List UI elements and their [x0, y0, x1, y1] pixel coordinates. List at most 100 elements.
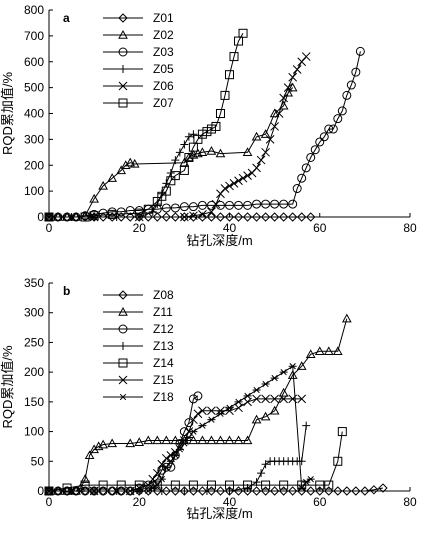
series-Z03 — [44, 46, 365, 222]
legend-marker — [119, 393, 127, 401]
data-point — [355, 46, 365, 56]
legend-marker — [118, 98, 128, 108]
legend-entry-Z18: Z18 — [103, 390, 174, 404]
data-point — [107, 438, 118, 448]
data-point — [170, 480, 180, 490]
series-Z07 — [44, 28, 248, 222]
data-point — [134, 437, 145, 446]
legend-entry-Z13: Z13 — [103, 339, 174, 353]
data-point — [297, 394, 307, 404]
legend-entry-Z01: Z01 — [103, 11, 174, 25]
data-point — [206, 124, 216, 134]
data-point — [188, 486, 199, 496]
data-point — [171, 452, 180, 459]
data-point — [279, 93, 289, 103]
data-point — [225, 200, 234, 210]
data-point — [342, 90, 352, 100]
legend-entry-Z11: Z11 — [103, 305, 173, 319]
data-point — [270, 374, 279, 382]
data-point — [337, 427, 347, 437]
data-point — [224, 212, 235, 222]
data-point — [287, 82, 298, 92]
data-point — [170, 212, 181, 222]
data-point — [261, 380, 270, 388]
data-point — [278, 212, 289, 222]
data-point — [287, 370, 298, 379]
data-point — [256, 155, 266, 165]
data-point — [197, 129, 207, 139]
data-point — [62, 483, 72, 493]
data-point — [274, 109, 284, 118]
data-point — [188, 480, 198, 490]
data-point — [337, 106, 347, 116]
data-point — [211, 121, 221, 131]
data-point — [225, 487, 234, 495]
data-point — [306, 212, 316, 222]
data-point — [161, 203, 171, 213]
legend-entry-Z15: Z15 — [103, 373, 174, 387]
data-point — [234, 200, 244, 210]
data-point — [175, 148, 184, 157]
data-point — [157, 465, 167, 475]
x-tick-label: 60 — [313, 221, 327, 235]
data-point — [270, 122, 279, 131]
data-point — [215, 435, 226, 445]
data-point — [207, 406, 216, 416]
data-point — [269, 108, 280, 118]
data-point — [116, 207, 126, 217]
series-Z11 — [44, 313, 352, 495]
data-point — [287, 486, 298, 496]
y-tick-label: 200 — [24, 365, 44, 379]
data-point — [302, 421, 311, 430]
data-point — [143, 212, 153, 222]
legend-marker — [118, 324, 128, 334]
data-point — [324, 486, 334, 496]
data-point — [44, 212, 54, 222]
data-point — [301, 163, 311, 173]
data-point — [157, 191, 167, 201]
data-point — [107, 212, 117, 222]
data-point — [225, 70, 234, 80]
data-point — [45, 487, 53, 495]
data-point — [125, 212, 135, 222]
data-point — [261, 460, 270, 469]
data-point — [288, 72, 298, 82]
chart-panel-a: 0 100 200 300 400 500 600 700 800 0 20 40 60 80 钻孔深度/m… — [0, 3, 417, 248]
x-tick-label: 60 — [313, 495, 327, 509]
data-point — [184, 152, 194, 162]
data-point — [310, 145, 320, 155]
data-point — [125, 206, 135, 216]
data-point — [269, 212, 280, 222]
data-point — [148, 484, 157, 492]
x-axis-label: 钻孔深度/m — [186, 233, 252, 248]
data-point — [89, 193, 99, 203]
legend-label: Z08 — [153, 288, 174, 302]
data-point — [206, 435, 217, 445]
data-point — [89, 211, 99, 221]
data-point — [202, 487, 211, 495]
data-point — [166, 176, 176, 186]
data-point — [184, 152, 194, 162]
data-point — [215, 486, 226, 496]
data-point — [224, 435, 235, 445]
data-point — [125, 157, 136, 167]
data-point — [197, 200, 207, 210]
data-point — [152, 468, 162, 478]
data-point — [135, 487, 144, 495]
data-point — [129, 158, 140, 168]
data-point — [161, 486, 172, 496]
data-point — [134, 480, 144, 490]
data-point — [166, 169, 175, 178]
y-tick-label: 0 — [37, 484, 44, 498]
data-point — [260, 486, 271, 496]
legend-entry-Z05: Z05 — [103, 62, 174, 76]
legend-label: Z12 — [153, 322, 174, 336]
data-point — [152, 196, 162, 206]
data-point — [360, 486, 370, 496]
data-point — [198, 406, 207, 416]
legend-label: Z11 — [153, 305, 173, 319]
legend-entry-Z08: Z08 — [103, 288, 174, 302]
data-point — [251, 212, 262, 222]
data-point — [269, 405, 280, 415]
data-point — [346, 80, 356, 90]
